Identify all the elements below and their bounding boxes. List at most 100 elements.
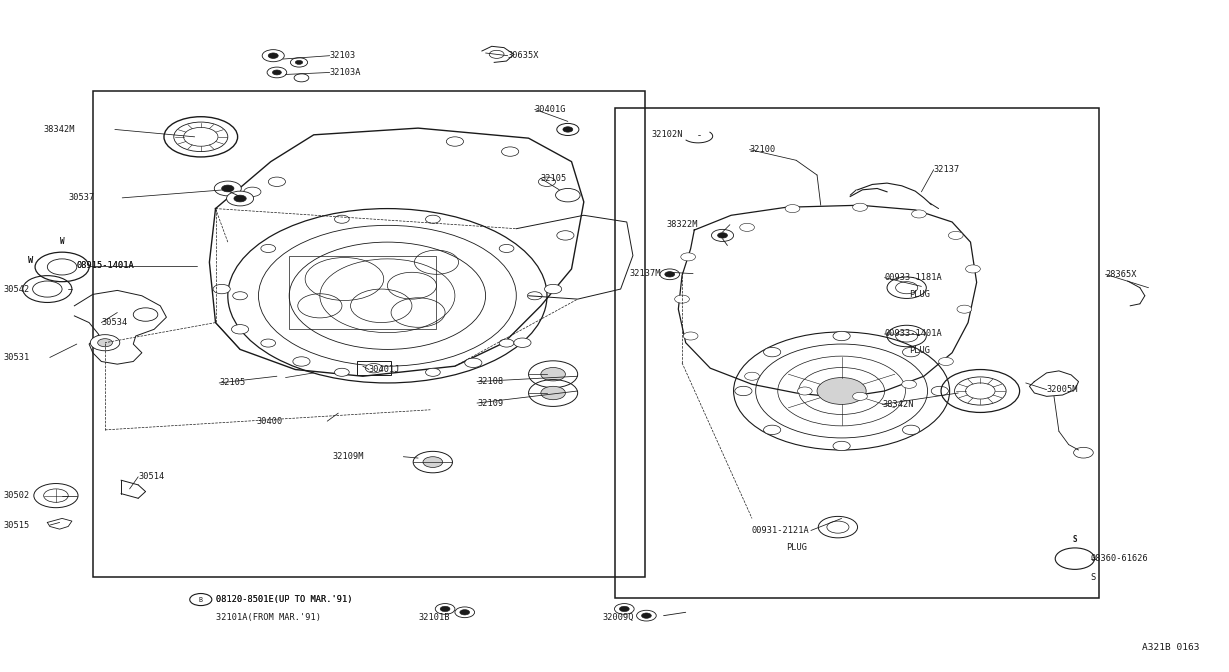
Circle shape <box>97 339 112 347</box>
Circle shape <box>435 603 455 614</box>
Circle shape <box>763 425 780 435</box>
Circle shape <box>718 233 728 238</box>
Circle shape <box>440 606 450 612</box>
Circle shape <box>261 245 275 253</box>
Circle shape <box>853 392 868 401</box>
Circle shape <box>221 185 234 192</box>
Circle shape <box>268 53 278 58</box>
Circle shape <box>740 223 755 231</box>
Text: B: B <box>199 597 203 603</box>
Text: 30531: 30531 <box>4 353 29 362</box>
Circle shape <box>833 331 850 341</box>
Text: 38322M: 38322M <box>666 220 698 229</box>
Circle shape <box>957 305 972 313</box>
Circle shape <box>465 358 482 368</box>
Text: S: S <box>1073 536 1077 544</box>
Circle shape <box>499 245 514 253</box>
Circle shape <box>133 308 157 321</box>
Circle shape <box>949 231 964 239</box>
Circle shape <box>660 269 680 280</box>
Circle shape <box>489 50 504 58</box>
Text: 32109: 32109 <box>477 398 503 407</box>
Circle shape <box>213 284 230 294</box>
Text: W: W <box>28 257 33 265</box>
Circle shape <box>817 378 866 405</box>
Text: 32005M: 32005M <box>1047 385 1078 394</box>
Circle shape <box>262 50 284 62</box>
Circle shape <box>735 386 752 396</box>
Text: 08120-8501E(UP TO MAR.'91): 08120-8501E(UP TO MAR.'91) <box>215 595 351 604</box>
Circle shape <box>234 195 246 202</box>
Circle shape <box>541 386 565 400</box>
Text: 30635X: 30635X <box>508 51 540 60</box>
Text: W: W <box>60 237 64 246</box>
Text: 32108: 32108 <box>477 377 503 386</box>
Text: 32137M: 32137M <box>629 269 661 278</box>
Circle shape <box>681 253 696 261</box>
Circle shape <box>243 187 261 196</box>
Circle shape <box>665 271 675 277</box>
Text: 32009Q: 32009Q <box>602 613 634 622</box>
Text: 32109M: 32109M <box>332 452 364 461</box>
Circle shape <box>541 368 565 381</box>
Circle shape <box>675 295 689 303</box>
Text: 30542: 30542 <box>4 284 29 294</box>
Text: PLUG: PLUG <box>909 290 930 299</box>
Circle shape <box>712 229 734 241</box>
Circle shape <box>939 358 954 366</box>
Text: 30401J: 30401J <box>369 365 401 374</box>
Text: 38342M: 38342M <box>44 125 75 134</box>
Circle shape <box>557 124 579 136</box>
Text: 30537: 30537 <box>69 194 95 202</box>
Text: 32101A(FROM MAR.'91): 32101A(FROM MAR.'91) <box>215 613 321 622</box>
Text: 38342N: 38342N <box>882 400 913 409</box>
Circle shape <box>833 442 850 451</box>
Text: 30514: 30514 <box>138 472 165 481</box>
Text: A321B 0163: A321B 0163 <box>1143 643 1200 653</box>
Text: 30400: 30400 <box>256 417 283 425</box>
Circle shape <box>499 339 514 347</box>
Circle shape <box>563 127 573 132</box>
Circle shape <box>232 292 247 300</box>
Circle shape <box>902 425 919 435</box>
Text: 00931-2121A: 00931-2121A <box>752 526 810 535</box>
Text: 30515: 30515 <box>4 521 29 530</box>
Circle shape <box>294 74 308 82</box>
Circle shape <box>214 181 241 196</box>
Text: 30534: 30534 <box>101 318 128 327</box>
Text: 32102N: 32102N <box>651 130 683 139</box>
Circle shape <box>785 204 800 212</box>
Circle shape <box>798 387 812 395</box>
Circle shape <box>425 368 440 376</box>
Circle shape <box>90 335 119 351</box>
Text: 08360-61626: 08360-61626 <box>1091 554 1149 563</box>
Circle shape <box>683 332 698 340</box>
Circle shape <box>261 339 275 347</box>
Text: 32100: 32100 <box>750 145 775 154</box>
Circle shape <box>614 603 634 614</box>
Circle shape <box>446 137 463 146</box>
Circle shape <box>273 70 281 75</box>
Circle shape <box>902 380 917 388</box>
Circle shape <box>902 347 919 357</box>
Text: 30502: 30502 <box>4 491 29 500</box>
Circle shape <box>853 203 868 211</box>
Circle shape <box>912 210 927 218</box>
Circle shape <box>455 607 474 618</box>
Circle shape <box>932 386 949 396</box>
Text: 32101B: 32101B <box>418 613 450 622</box>
Circle shape <box>637 610 656 621</box>
Text: 00933-1181A: 00933-1181A <box>885 273 943 282</box>
Circle shape <box>293 357 310 366</box>
Text: 32105: 32105 <box>541 174 567 183</box>
Text: 08915-1401A: 08915-1401A <box>76 261 134 270</box>
Circle shape <box>514 338 531 347</box>
Circle shape <box>423 457 442 468</box>
Circle shape <box>556 188 580 202</box>
Text: 08915-1401A: 08915-1401A <box>76 261 134 270</box>
Circle shape <box>231 325 248 334</box>
Text: 08120-8501E(UP TO MAR.'91): 08120-8501E(UP TO MAR.'91) <box>215 595 351 604</box>
Circle shape <box>295 60 302 65</box>
Circle shape <box>501 147 519 157</box>
Circle shape <box>642 613 651 618</box>
